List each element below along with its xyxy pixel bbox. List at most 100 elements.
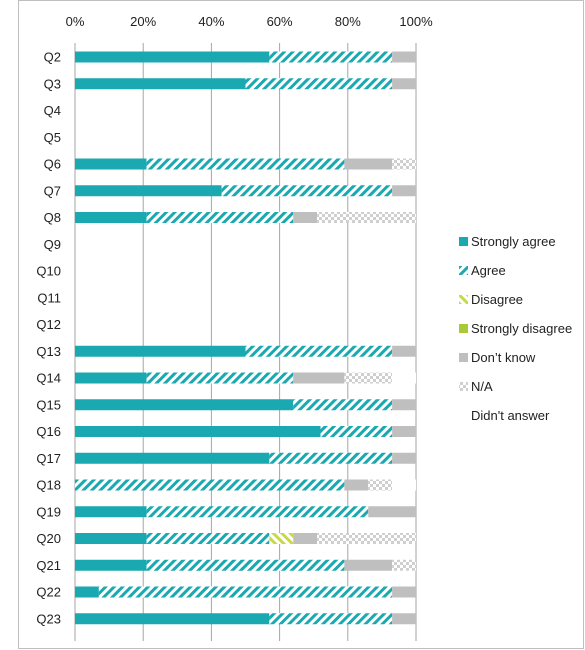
bar-segment: [146, 212, 294, 223]
legend-label: Didn't answer: [471, 408, 550, 423]
category-label: Q11: [37, 290, 61, 305]
bar-segment: [269, 533, 294, 544]
bar-segment: [320, 426, 393, 437]
bar-segment: [75, 158, 147, 170]
legend-label: Agree: [471, 263, 506, 278]
category-label: Q16: [36, 424, 61, 439]
bar-segment: [392, 613, 416, 625]
bar-segment: [269, 51, 393, 63]
bar-segment: [392, 345, 416, 357]
category-label: Q18: [36, 478, 61, 493]
bar-segment: [317, 212, 416, 223]
bar-segment: [344, 479, 369, 491]
bar-segment: [293, 533, 318, 544]
chart-area[interactable]: 0% 20% 40% 60% 80% 100% Q2 Q3 Q4 Q5 Q6 Q7 Q8 Q9 Q10 Q1…: [18, 0, 584, 649]
bar-segment: [146, 559, 345, 571]
bar-segment: [75, 426, 321, 437]
x-tick-label: 20%: [130, 14, 156, 29]
bar-segment: [75, 613, 270, 625]
x-tick-label: 60%: [267, 14, 293, 29]
category-label: Q12: [36, 317, 61, 332]
category-label: Q23: [36, 611, 61, 626]
category-label: Q6: [44, 157, 61, 172]
bar-segment: [75, 452, 270, 464]
bar-segment: [75, 345, 246, 357]
category-label: Q7: [44, 183, 61, 198]
legend-swatch: [459, 295, 468, 304]
bar-segment: [368, 506, 416, 518]
x-tick-label: 40%: [198, 14, 224, 29]
bar-segments: [75, 51, 416, 625]
bar-segment: [75, 506, 147, 518]
bar-segment: [392, 158, 416, 170]
category-labels: Q2 Q3 Q4 Q5 Q6 Q7 Q8 Q9 Q10 Q11 Q12 Q13 Q14 Q15 Q16 Q17…: [36, 50, 61, 627]
x-tick-label: 100%: [399, 14, 433, 29]
category-label: Q13: [36, 344, 61, 359]
bar-segment: [392, 78, 416, 90]
legend-swatch: [459, 324, 468, 333]
bar-segment: [392, 426, 416, 437]
bar-segment: [75, 212, 147, 223]
bar-segment: [146, 506, 369, 518]
bar-segment: [317, 533, 416, 544]
bar-segment: [392, 452, 416, 464]
bar-segment: [75, 51, 270, 63]
bar-segment: [75, 399, 294, 411]
bar-segment: [75, 533, 147, 544]
bar-segment: [75, 586, 99, 598]
category-label: Q2: [44, 50, 61, 65]
bar-segment: [245, 78, 393, 90]
bar-segment: [146, 372, 294, 384]
legend-swatch: [459, 266, 468, 275]
bar-segment: [392, 479, 416, 491]
bar-segment: [392, 51, 416, 63]
category-label: Q21: [36, 558, 61, 573]
spreadsheet-cell-edge: [0, 0, 12, 650]
bar-segment: [269, 452, 393, 464]
bar-segment: [293, 399, 393, 411]
bar-segment: [392, 559, 416, 571]
legend-label: Strongly disagree: [471, 321, 572, 336]
bar-segment: [75, 185, 222, 197]
legend-swatch: [459, 237, 468, 246]
bar-segment: [392, 586, 416, 598]
legend-label: Disagree: [471, 292, 523, 307]
category-label: Q22: [36, 585, 61, 600]
category-label: Q8: [44, 210, 61, 225]
bar-segment: [392, 399, 416, 411]
category-label: Q15: [36, 397, 61, 412]
bar-segment: [269, 613, 393, 625]
bar-segment: [146, 158, 345, 170]
category-label: Q17: [36, 451, 61, 466]
category-label: Q5: [44, 130, 61, 145]
category-label: Q14: [36, 371, 61, 386]
bar-segment: [98, 586, 393, 598]
stacked-bar-chart: 0% 20% 40% 60% 80% 100% Q2 Q3 Q4 Q5 Q6 Q7 Q8 Q9 Q10 Q1…: [36, 14, 572, 641]
bar-segment: [344, 158, 393, 170]
bar-segment: [293, 372, 345, 384]
bar-segment: [75, 78, 246, 90]
category-label: Q4: [44, 103, 61, 118]
bar-segment: [392, 372, 416, 384]
bar-segment: [75, 372, 147, 384]
bar-segment: [221, 185, 393, 197]
x-axis-ticks: 0% 20% 40% 60% 80% 100%: [66, 14, 433, 29]
legend-label: Don’t know: [471, 350, 536, 365]
x-tick-label: 0%: [66, 14, 85, 29]
category-label: Q3: [44, 76, 61, 91]
legend-swatch: [459, 382, 468, 391]
bar-segment: [392, 185, 416, 197]
x-tick-label: 80%: [335, 14, 361, 29]
gridlines: [74, 43, 417, 641]
bar-segment: [146, 533, 270, 544]
bar-segment: [75, 559, 147, 571]
bar-segment: [293, 212, 318, 223]
legend: Strongly agree Agree Disagree Strongly disa…: [459, 234, 572, 423]
legend-swatch: [459, 353, 468, 362]
bar-segment: [344, 372, 393, 384]
bar-segment: [245, 345, 393, 357]
legend-label: N/A: [471, 379, 493, 394]
bar-segment: [75, 479, 345, 491]
category-label: Q20: [36, 531, 61, 546]
bar-segment: [368, 479, 393, 491]
